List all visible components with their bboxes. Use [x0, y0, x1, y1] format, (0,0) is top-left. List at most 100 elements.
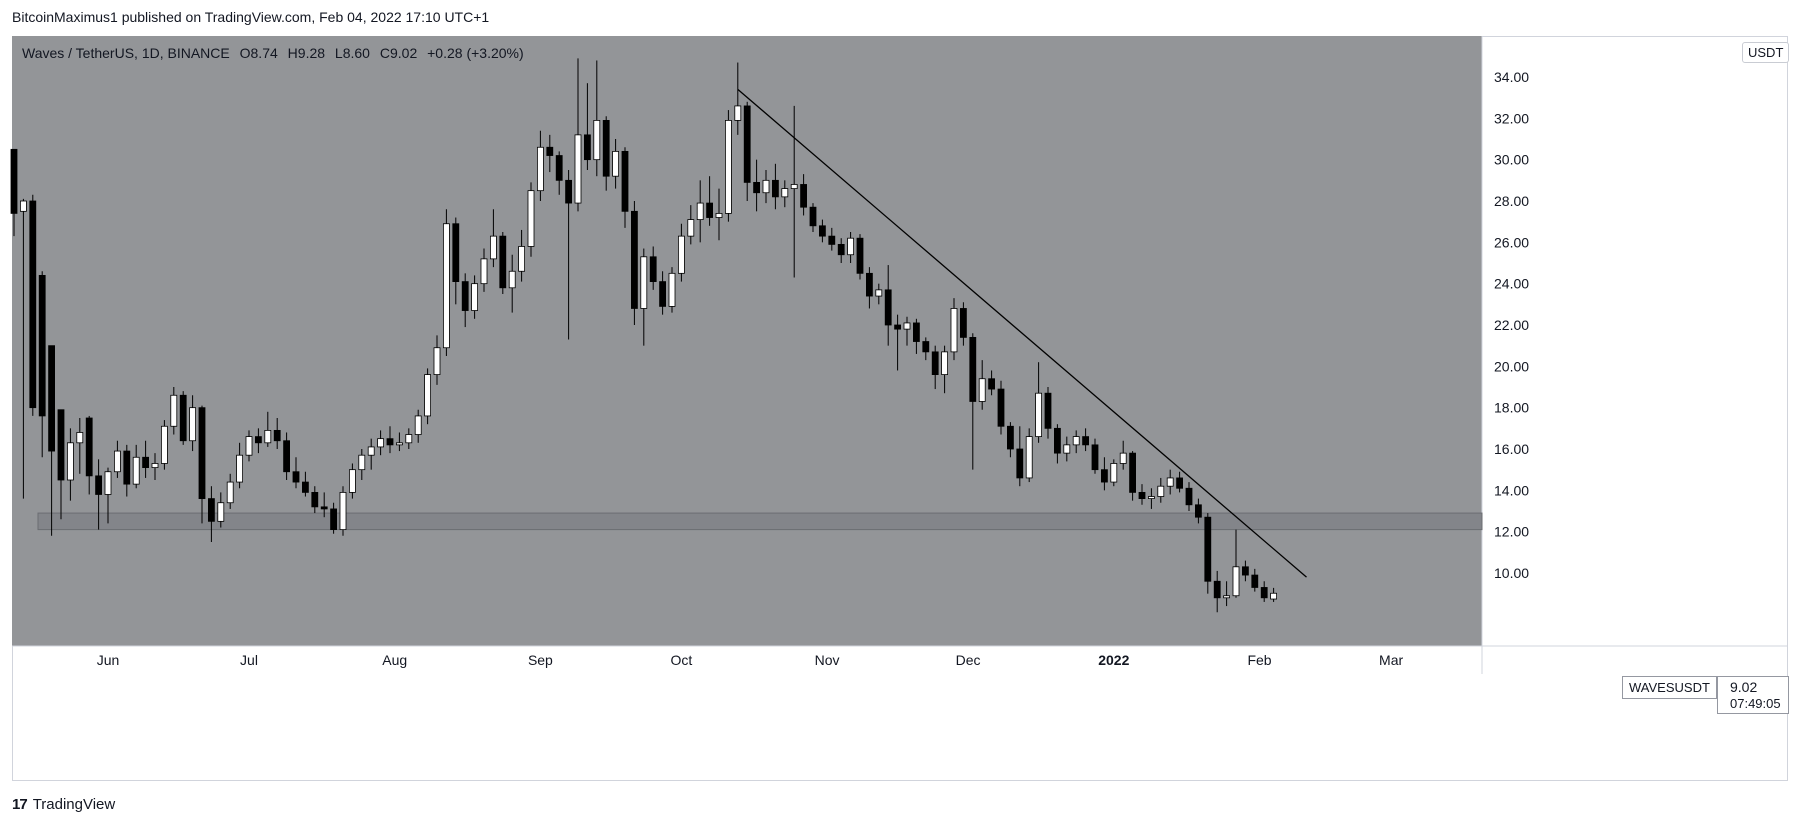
candle	[584, 83, 591, 170]
last-price-tag: 9.02 07:49:05	[1717, 676, 1789, 714]
candle	[19, 198, 27, 499]
x-tick-label: Nov	[815, 652, 840, 668]
candle-down-body	[320, 506, 328, 510]
x-tick-label: Mar	[1379, 652, 1403, 668]
candle	[471, 275, 479, 319]
candle	[725, 110, 732, 222]
candle	[1063, 436, 1071, 462]
candle	[743, 101, 751, 201]
candle-down-body	[1195, 504, 1202, 518]
candle-down-body	[301, 481, 309, 493]
candle-down-body	[866, 272, 873, 297]
candle	[189, 395, 197, 452]
candle	[612, 139, 619, 189]
candle	[772, 163, 779, 210]
candle-down-body	[38, 274, 46, 417]
candle-up-body	[489, 235, 497, 260]
candle-up-body	[377, 438, 385, 448]
candle-up-body	[151, 463, 159, 469]
candle-down-body	[706, 202, 713, 218]
candle-up-body	[1063, 444, 1071, 454]
y-tick-label: 20.00	[1494, 358, 1529, 374]
legend-low: 8.60	[342, 45, 370, 61]
y-tick-label: 10.00	[1494, 565, 1529, 581]
candle-up-body	[236, 454, 244, 483]
candle-down-body	[922, 341, 930, 353]
candle-up-body	[508, 270, 516, 289]
candle-down-body	[461, 281, 469, 311]
y-tick-label: 26.00	[1494, 234, 1529, 250]
x-tick-label: 2022	[1098, 652, 1129, 668]
candle-up-body	[847, 237, 854, 256]
candle-up-body	[414, 415, 422, 435]
candle-up-body	[114, 450, 121, 473]
candle	[922, 337, 930, 361]
candle	[1138, 484, 1146, 505]
candle	[1054, 424, 1061, 464]
candle	[386, 426, 394, 454]
candle	[678, 223, 685, 282]
candle-down-body	[1101, 469, 1108, 483]
candle	[715, 188, 723, 241]
candle	[593, 60, 601, 177]
candles-layer	[10, 58, 1277, 613]
candle-up-body	[442, 223, 450, 349]
candle-up-body	[734, 105, 742, 121]
y-tick-label: 12.00	[1494, 524, 1529, 540]
candle-up-body	[696, 202, 704, 220]
candle-down-body	[960, 308, 967, 338]
candle	[405, 428, 413, 449]
candle-up-body	[1270, 592, 1277, 600]
candle	[856, 234, 864, 280]
currency-unit-badge[interactable]: USDT	[1742, 42, 1790, 63]
candle-down-body	[386, 438, 394, 446]
candle-up-body	[903, 322, 911, 330]
candle	[790, 105, 798, 278]
candle-down-body	[837, 243, 845, 256]
candle-down-body	[273, 429, 281, 442]
candle-up-body	[104, 471, 112, 495]
candle	[668, 267, 676, 313]
candle-down-body	[1204, 516, 1212, 582]
x-tick-label: Dec	[956, 652, 981, 668]
candle-down-body	[884, 289, 892, 326]
y-tick-label: 16.00	[1494, 441, 1529, 457]
candle	[913, 318, 920, 354]
candle-down-body	[1213, 580, 1221, 599]
candle	[1072, 430, 1080, 454]
candle	[1082, 428, 1089, 452]
candle-down-body	[29, 200, 37, 409]
candle	[1091, 438, 1099, 474]
candle	[1129, 451, 1136, 501]
candle	[76, 418, 84, 474]
tradingview-logo[interactable]: 17 TradingView	[12, 796, 115, 813]
candle	[414, 409, 422, 443]
candle	[499, 232, 507, 294]
candle	[67, 428, 74, 501]
legend-high-key: H	[287, 45, 298, 61]
candle	[104, 467, 112, 524]
candle-down-body	[621, 150, 629, 212]
candle	[969, 333, 977, 470]
candle	[1242, 560, 1249, 582]
candle	[142, 440, 150, 478]
candle-down-body	[546, 146, 554, 156]
symbol-legend: Waves / TetherUS, 1D, BINANCE O8.74 H9.2…	[22, 45, 530, 61]
candle-up-body	[170, 394, 178, 427]
candle	[1213, 570, 1221, 613]
candle	[931, 345, 939, 390]
candle	[480, 248, 488, 292]
candle-up-body	[19, 200, 27, 212]
candle-down-body	[1082, 436, 1089, 446]
candle-up-body	[395, 442, 403, 446]
candle	[301, 471, 309, 497]
y-tick-label: 30.00	[1494, 152, 1529, 168]
candle-up-body	[1148, 496, 1155, 499]
bar-countdown: 07:49:05	[1730, 696, 1781, 711]
legend-open: 8.74	[250, 45, 278, 61]
candle-up-body	[1223, 595, 1230, 599]
candle	[1232, 529, 1240, 598]
candle	[377, 430, 385, 456]
candle	[311, 486, 319, 514]
